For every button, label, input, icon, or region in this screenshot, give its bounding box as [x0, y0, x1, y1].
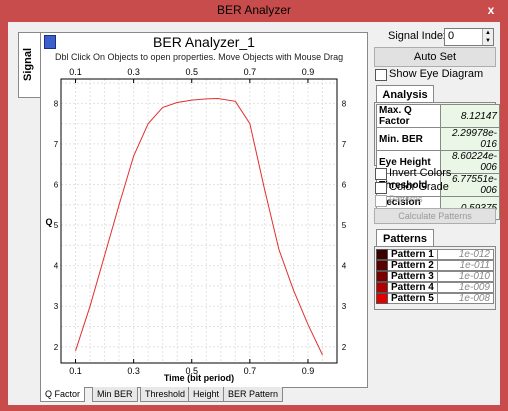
patterns-label: Patterns [389, 194, 423, 204]
x-tick-label: 0.1 [69, 366, 82, 376]
pattern-row: Pattern 2 1e-011 [376, 260, 494, 271]
pattern-value: 1e-012 [438, 249, 494, 260]
y-tick-label-right: 4 [342, 262, 347, 271]
tab-signal-label: Signal [22, 47, 34, 81]
x-tick-label: 0.9 [302, 366, 315, 376]
pattern-row: Pattern 5 1e-008 [376, 293, 494, 304]
x-tick-label-top: 0.7 [244, 67, 257, 77]
q-factor-chart[interactable]: 0.1 0.1 0.3 0.3 0.5 0.5 0.7 0.7 0.9 0.9 2 2 3 3 4 4 5 5 6 6… [41, 65, 367, 385]
y-tick-label: 8 [54, 99, 59, 108]
client-area: Signal BER Analyzer_1 Dbl Click On Objec… [8, 22, 501, 405]
tab-patterns[interactable]: Patterns [376, 229, 434, 248]
y-axis-label: Q [45, 217, 52, 227]
signal-index-stepper[interactable]: 0 ▲ ▼ [444, 28, 494, 46]
analysis-key: Min. BER [376, 127, 441, 151]
y-tick-label: 2 [54, 343, 59, 352]
pattern-color-swatch[interactable] [376, 260, 388, 271]
plot-title: BER Analyzer_1 [153, 34, 255, 50]
color-grade-checkbox[interactable] [375, 182, 387, 194]
pattern-row: Pattern 3 1e-010 [376, 271, 494, 282]
spin-arrows-icon[interactable]: ▲ ▼ [482, 29, 493, 45]
pattern-value: 1e-010 [438, 271, 494, 282]
invert-colors-label: Invert Colors [389, 167, 452, 179]
pattern-color-swatch[interactable] [376, 271, 388, 282]
y-tick-label-right: 3 [342, 302, 347, 311]
pattern-name: Pattern 2 [388, 260, 438, 271]
q-factor-line [75, 97, 323, 356]
pattern-value: 1e-009 [438, 282, 494, 293]
y-tick-label: 7 [54, 140, 59, 149]
x-tick-label: 0.7 [244, 366, 257, 376]
show-eye-label: Show Eye Diagram [389, 68, 484, 80]
analysis-value: 2.29978e-016 [439, 127, 501, 151]
tab-signal[interactable]: Signal [18, 32, 41, 98]
y-tick-label: 6 [54, 180, 59, 189]
x-tick-label-top: 0.9 [302, 67, 315, 77]
analysis-key: Max. Q Factor [376, 104, 441, 128]
calculate-patterns-button[interactable]: Calculate Patterns [374, 208, 496, 224]
pattern-color-swatch[interactable] [376, 282, 388, 293]
x-tick-label: 0.5 [185, 366, 198, 376]
color-grade-label: Color Grade [389, 181, 449, 193]
pattern-row: Pattern 1 1e-012 [376, 249, 494, 260]
title-bar: BER Analyzer x [0, 0, 508, 22]
pattern-value: 1e-011 [438, 260, 494, 271]
plot-frame [60, 78, 338, 364]
analysis-value: 8.12147 [439, 104, 501, 128]
y-tick-label-right: 7 [342, 140, 347, 149]
patterns-checkbox[interactable] [375, 195, 387, 207]
pattern-color-swatch[interactable] [376, 249, 388, 260]
tab-ber-pattern[interactable]: BER Pattern [223, 387, 284, 402]
grid [60, 79, 338, 363]
x-tick-label-top: 0.5 [185, 67, 198, 77]
y-tick-label-right: 6 [342, 180, 347, 189]
x-tick-label: 0.3 [127, 366, 140, 376]
auto-set-button[interactable]: Auto Set [374, 47, 496, 67]
x-axis-label: Time (bit period) [164, 373, 234, 383]
pattern-row: Pattern 4 1e-009 [376, 282, 494, 293]
signal-index-label: Signal Index: [388, 30, 452, 42]
analysis-row: Min. BER 2.29978e-016 [376, 127, 501, 151]
x-tick-label-top: 0.1 [69, 67, 82, 77]
document-icon [44, 35, 56, 49]
plot-panel[interactable]: BER Analyzer_1 Dbl Click On Objects to o… [40, 32, 368, 388]
analysis-value: 6.77551e-006 [439, 173, 501, 197]
y-tick-label: 4 [54, 262, 59, 271]
window-title: BER Analyzer [216, 3, 292, 17]
pattern-color-swatch[interactable] [376, 293, 388, 304]
signal-index-value: 0 [448, 30, 455, 42]
plot-hint: Dbl Click On Objects to open properties.… [55, 52, 344, 62]
pattern-name: Pattern 4 [388, 282, 438, 293]
ticks: 0.1 0.1 0.3 0.3 0.5 0.5 0.7 0.7 0.9 0.9 2 2 3 3 4 4 5 5 6 6… [54, 67, 347, 376]
y-tick-label-right: 8 [342, 99, 347, 108]
y-tick-label-right: 2 [342, 343, 347, 352]
y-tick-label-right: 5 [342, 221, 347, 230]
x-tick-label-top: 0.3 [127, 67, 140, 77]
pattern-name: Pattern 5 [388, 293, 438, 304]
y-tick-label: 5 [54, 221, 59, 230]
pattern-value: 1e-008 [438, 293, 494, 304]
invert-colors-checkbox[interactable] [375, 168, 387, 180]
analysis-row: Max. Q Factor 8.12147 [376, 104, 501, 128]
show-eye-checkbox[interactable] [375, 69, 387, 81]
pattern-name: Pattern 1 [388, 249, 438, 260]
pattern-name: Pattern 3 [388, 271, 438, 282]
bottom-tabs: Q Factor Min BER Threshold Height BER Pa… [40, 387, 366, 402]
tab-threshold[interactable]: Threshold [140, 387, 191, 402]
close-icon[interactable]: x [487, 3, 495, 17]
tab-q-factor[interactable]: Q Factor [40, 387, 86, 402]
tab-analysis[interactable]: Analysis [376, 85, 434, 104]
analysis-table: Max. Q Factor 8.12147 Min. BER 2.29978e-01… [376, 104, 501, 220]
y-tick-label: 3 [54, 302, 59, 311]
tab-min-ber[interactable]: Min BER [92, 387, 138, 402]
tab-height[interactable]: Height [188, 387, 225, 402]
